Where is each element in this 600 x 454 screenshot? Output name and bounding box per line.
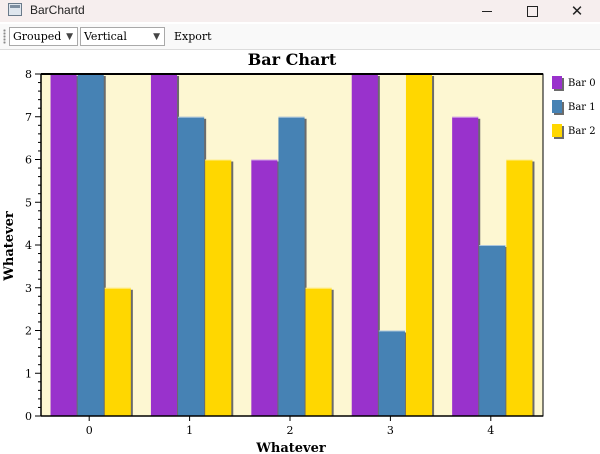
y-tick-label: 1 xyxy=(25,367,32,380)
minimize-button[interactable] xyxy=(464,0,510,22)
x-tick-label: 3 xyxy=(387,424,394,437)
bar-fill xyxy=(150,74,178,416)
toolbar-grip-icon[interactable] xyxy=(3,29,6,44)
y-tick-label: 0 xyxy=(25,410,32,423)
legend-label: Bar 2 xyxy=(568,126,596,137)
legend-label: Bar 0 xyxy=(568,78,596,89)
minimize-icon xyxy=(482,10,492,12)
bar-fill xyxy=(479,245,506,416)
bar-0-1 xyxy=(150,74,180,416)
x-axis-label: Whatever xyxy=(255,441,326,454)
x-tick-label: 0 xyxy=(86,424,93,437)
close-button[interactable]: ✕ xyxy=(554,0,600,22)
bar-fill xyxy=(178,116,205,416)
grouping-select[interactable]: Grouped ▼ xyxy=(9,27,78,46)
orientation-select[interactable]: Vertical ▼ xyxy=(80,27,165,46)
bar-2-3 xyxy=(405,74,435,416)
y-tick-label: 4 xyxy=(25,239,32,252)
axes-layer: 0 1 2 3 4 5 6 7 8 0 1 2 3 4 xyxy=(25,68,544,437)
bar-1-4 xyxy=(479,245,508,416)
legend: Bar 0 Bar 1 Bar 2 xyxy=(552,76,596,139)
bar-1-2 xyxy=(278,116,307,416)
legend-label: Bar 1 xyxy=(568,102,596,113)
x-tick-label: 2 xyxy=(287,424,294,437)
bar-2-1 xyxy=(205,159,234,416)
bar-fill xyxy=(378,330,405,416)
orientation-select-value: Vertical xyxy=(84,30,127,43)
x-tick-label: 4 xyxy=(487,424,494,437)
bar-1-0 xyxy=(77,74,106,416)
bar-fill xyxy=(50,74,77,416)
y-tick-label: 8 xyxy=(25,68,32,81)
bar-fill xyxy=(77,74,104,416)
bar-0-2 xyxy=(251,159,280,416)
bar-fill xyxy=(305,287,332,416)
bar-1-3 xyxy=(378,330,407,416)
window-title: BarChartd xyxy=(30,3,85,17)
chevron-down-icon: ▼ xyxy=(66,32,73,42)
bar-fill xyxy=(452,116,479,416)
bar-chart: Bar Chart 0 1 2 3 4 5 6 7 8 0 1 2 3 4 Bar 0 Bar 1 Bar 2… xyxy=(2,50,596,454)
bar-fill xyxy=(351,74,378,416)
legend-swatch xyxy=(552,76,562,89)
y-tick-label: 5 xyxy=(25,196,32,209)
bar-fill xyxy=(104,287,131,416)
export-button[interactable]: Export xyxy=(174,30,212,43)
bar-2-0 xyxy=(104,287,133,416)
legend-swatch xyxy=(552,100,562,113)
bar-fill xyxy=(278,116,305,416)
bar-1-1 xyxy=(178,116,207,416)
y-tick-label: 2 xyxy=(25,325,32,338)
bar-0-0 xyxy=(50,74,79,416)
grouping-select-value: Grouped xyxy=(13,30,62,43)
bar-2-4 xyxy=(506,159,535,416)
maximize-icon xyxy=(526,5,538,17)
bar-0-4 xyxy=(452,116,481,416)
x-tick-label: 1 xyxy=(186,424,193,437)
bars-layer xyxy=(50,74,535,416)
toolbar: Grouped ▼ Vertical ▼ Export xyxy=(0,24,600,50)
y-tick-label: 3 xyxy=(25,282,32,295)
maximize-button[interactable] xyxy=(509,0,555,22)
bar-2-2 xyxy=(305,287,334,416)
window-titlebar: BarChartd ✕ xyxy=(0,0,600,22)
bar-fill xyxy=(251,159,278,416)
y-tick-label: 6 xyxy=(25,154,32,167)
chart-title: Bar Chart xyxy=(248,50,337,69)
bar-fill xyxy=(205,159,232,416)
bar-fill xyxy=(405,74,433,416)
legend-swatch xyxy=(552,124,562,137)
chevron-down-icon: ▼ xyxy=(153,32,160,42)
bar-fill xyxy=(506,159,533,416)
y-axis-label: Whatever xyxy=(2,211,17,282)
window-app-icon xyxy=(8,3,22,16)
bar-0-3 xyxy=(351,74,380,416)
y-tick-label: 7 xyxy=(25,111,32,124)
close-icon: ✕ xyxy=(570,1,584,20)
